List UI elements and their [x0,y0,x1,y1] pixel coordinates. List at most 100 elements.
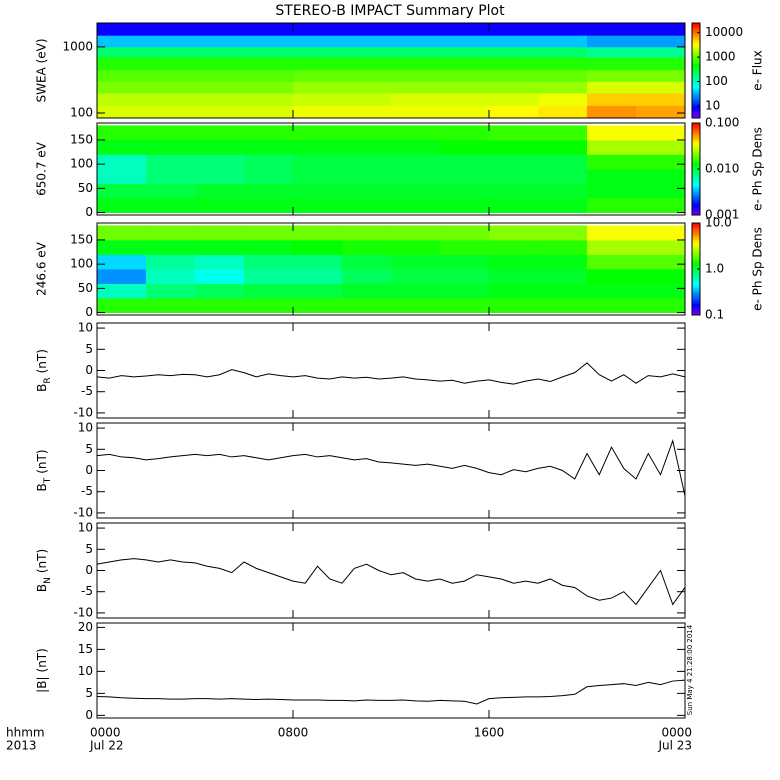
heatmap-cell [489,298,539,313]
heatmap-cell [342,81,392,94]
heatmap-cell [489,183,539,199]
heatmap-cell [391,139,441,155]
heatmap-cell [440,23,490,36]
panel-frame [96,622,686,719]
heatmap-cell [146,46,196,58]
heatmap-cell [146,225,196,241]
heatmap-cell [146,93,196,106]
heatmap-cell [587,283,637,299]
colorbar-segment [692,223,700,226]
heatmap-cell [636,154,686,170]
heatmap-cell [97,81,147,94]
year-label: 2013 [6,739,37,753]
colorbar-segment [692,212,700,216]
heatmap-cell [97,69,147,82]
colorbar-segment [692,296,700,300]
heatmap-cell [538,105,588,119]
heatmap-cell [146,81,196,94]
colorbar-segment [692,250,700,254]
colorbar-segment [692,287,700,291]
colorbar-segment [692,308,700,311]
heatmap-cell [391,23,441,36]
y-tick-label: -10 [73,605,93,619]
heatmap-cell [293,154,343,170]
y-tick-label: 5 [85,342,93,356]
heatmap-cell [293,93,343,106]
heatmap-cell [195,198,245,213]
heatmap-cell [538,69,588,82]
heatmap-cell [440,298,490,313]
heatmap-cell [391,125,441,141]
colorbar-segment [692,34,700,38]
heatmap-cell [538,198,588,213]
heatmap-cell [293,35,343,48]
heatmap-cell [97,298,147,313]
heatmap-cell [587,169,637,184]
colorbar-segment [692,136,700,140]
colorbar-tick-label: 10 [705,98,720,112]
heatmap-cell [538,46,588,58]
y-tick-label: 10 [78,521,93,535]
heatmap-cell [97,125,147,141]
colorbar-segment [692,252,700,256]
heatmap-cell [342,69,392,82]
y-tick-label: 50 [78,281,93,295]
colorbar-segment [692,46,700,50]
heatmap-cell [146,23,196,36]
heatmap-cell [342,46,392,58]
date-label: Jul 22 [89,739,124,753]
heatmap-cell [342,35,392,48]
heatmap-cell [587,198,637,213]
heatmap-cell [244,69,294,82]
colorbar-segment [692,27,700,31]
heatmap-cell [538,139,588,155]
heatmap-cell [587,269,637,284]
heatmap-cell [391,254,441,270]
colorbar-segment [692,275,700,279]
heatmap-cell [244,139,294,155]
colorbar-segment [692,194,700,198]
heatmap-cell [342,183,392,199]
heatmap-cell [195,105,245,119]
heatmap-cell [636,198,686,213]
heatmap-cell [440,46,490,58]
colorbar-segment [692,56,700,60]
colorbar-segment [692,229,700,233]
colorbar-segment [692,187,700,191]
heatmap-cell [293,57,343,71]
heatmap-cell [636,239,686,255]
colorbar-segment [692,264,700,268]
data-line [96,558,686,606]
heatmap-cell [97,35,147,48]
colorbar-segment [692,312,700,316]
heatmap-cell [195,57,245,71]
colorbar-segment [692,96,700,100]
heatmap-cell [195,225,245,241]
heatmap-cell [244,239,294,255]
heatmap-cell [244,105,294,119]
colorbar-segment [692,68,700,71]
heatmap-cell [391,198,441,213]
heatmap-cell [538,154,588,170]
colorbar-tick-label: 0.010 [705,162,739,176]
heatmap-cell [244,81,294,94]
colorbar-tick-label: 0.001 [705,208,739,222]
heatmap-cell [440,81,490,94]
colorbar-segment [692,239,700,242]
colorbar-segment [692,143,700,147]
panel-frame [96,22,686,119]
y-axis-label: 246.6 eV [35,241,49,296]
heatmap-cell [97,105,147,119]
heatmap-cell [244,46,294,58]
heatmap-cell [146,154,196,170]
heatmap-cell [293,225,343,241]
colorbar-tick-label: 100 [705,74,728,88]
heatmap-cell [195,239,245,255]
heatmap-cell [195,81,245,94]
heatmap-cell [391,46,441,58]
colorbar-segment [692,294,700,298]
heatmap-cell [489,35,539,48]
heatmap-cell [195,298,245,313]
y-label-main: |B| [35,676,49,692]
heatmap-cell [146,254,196,270]
